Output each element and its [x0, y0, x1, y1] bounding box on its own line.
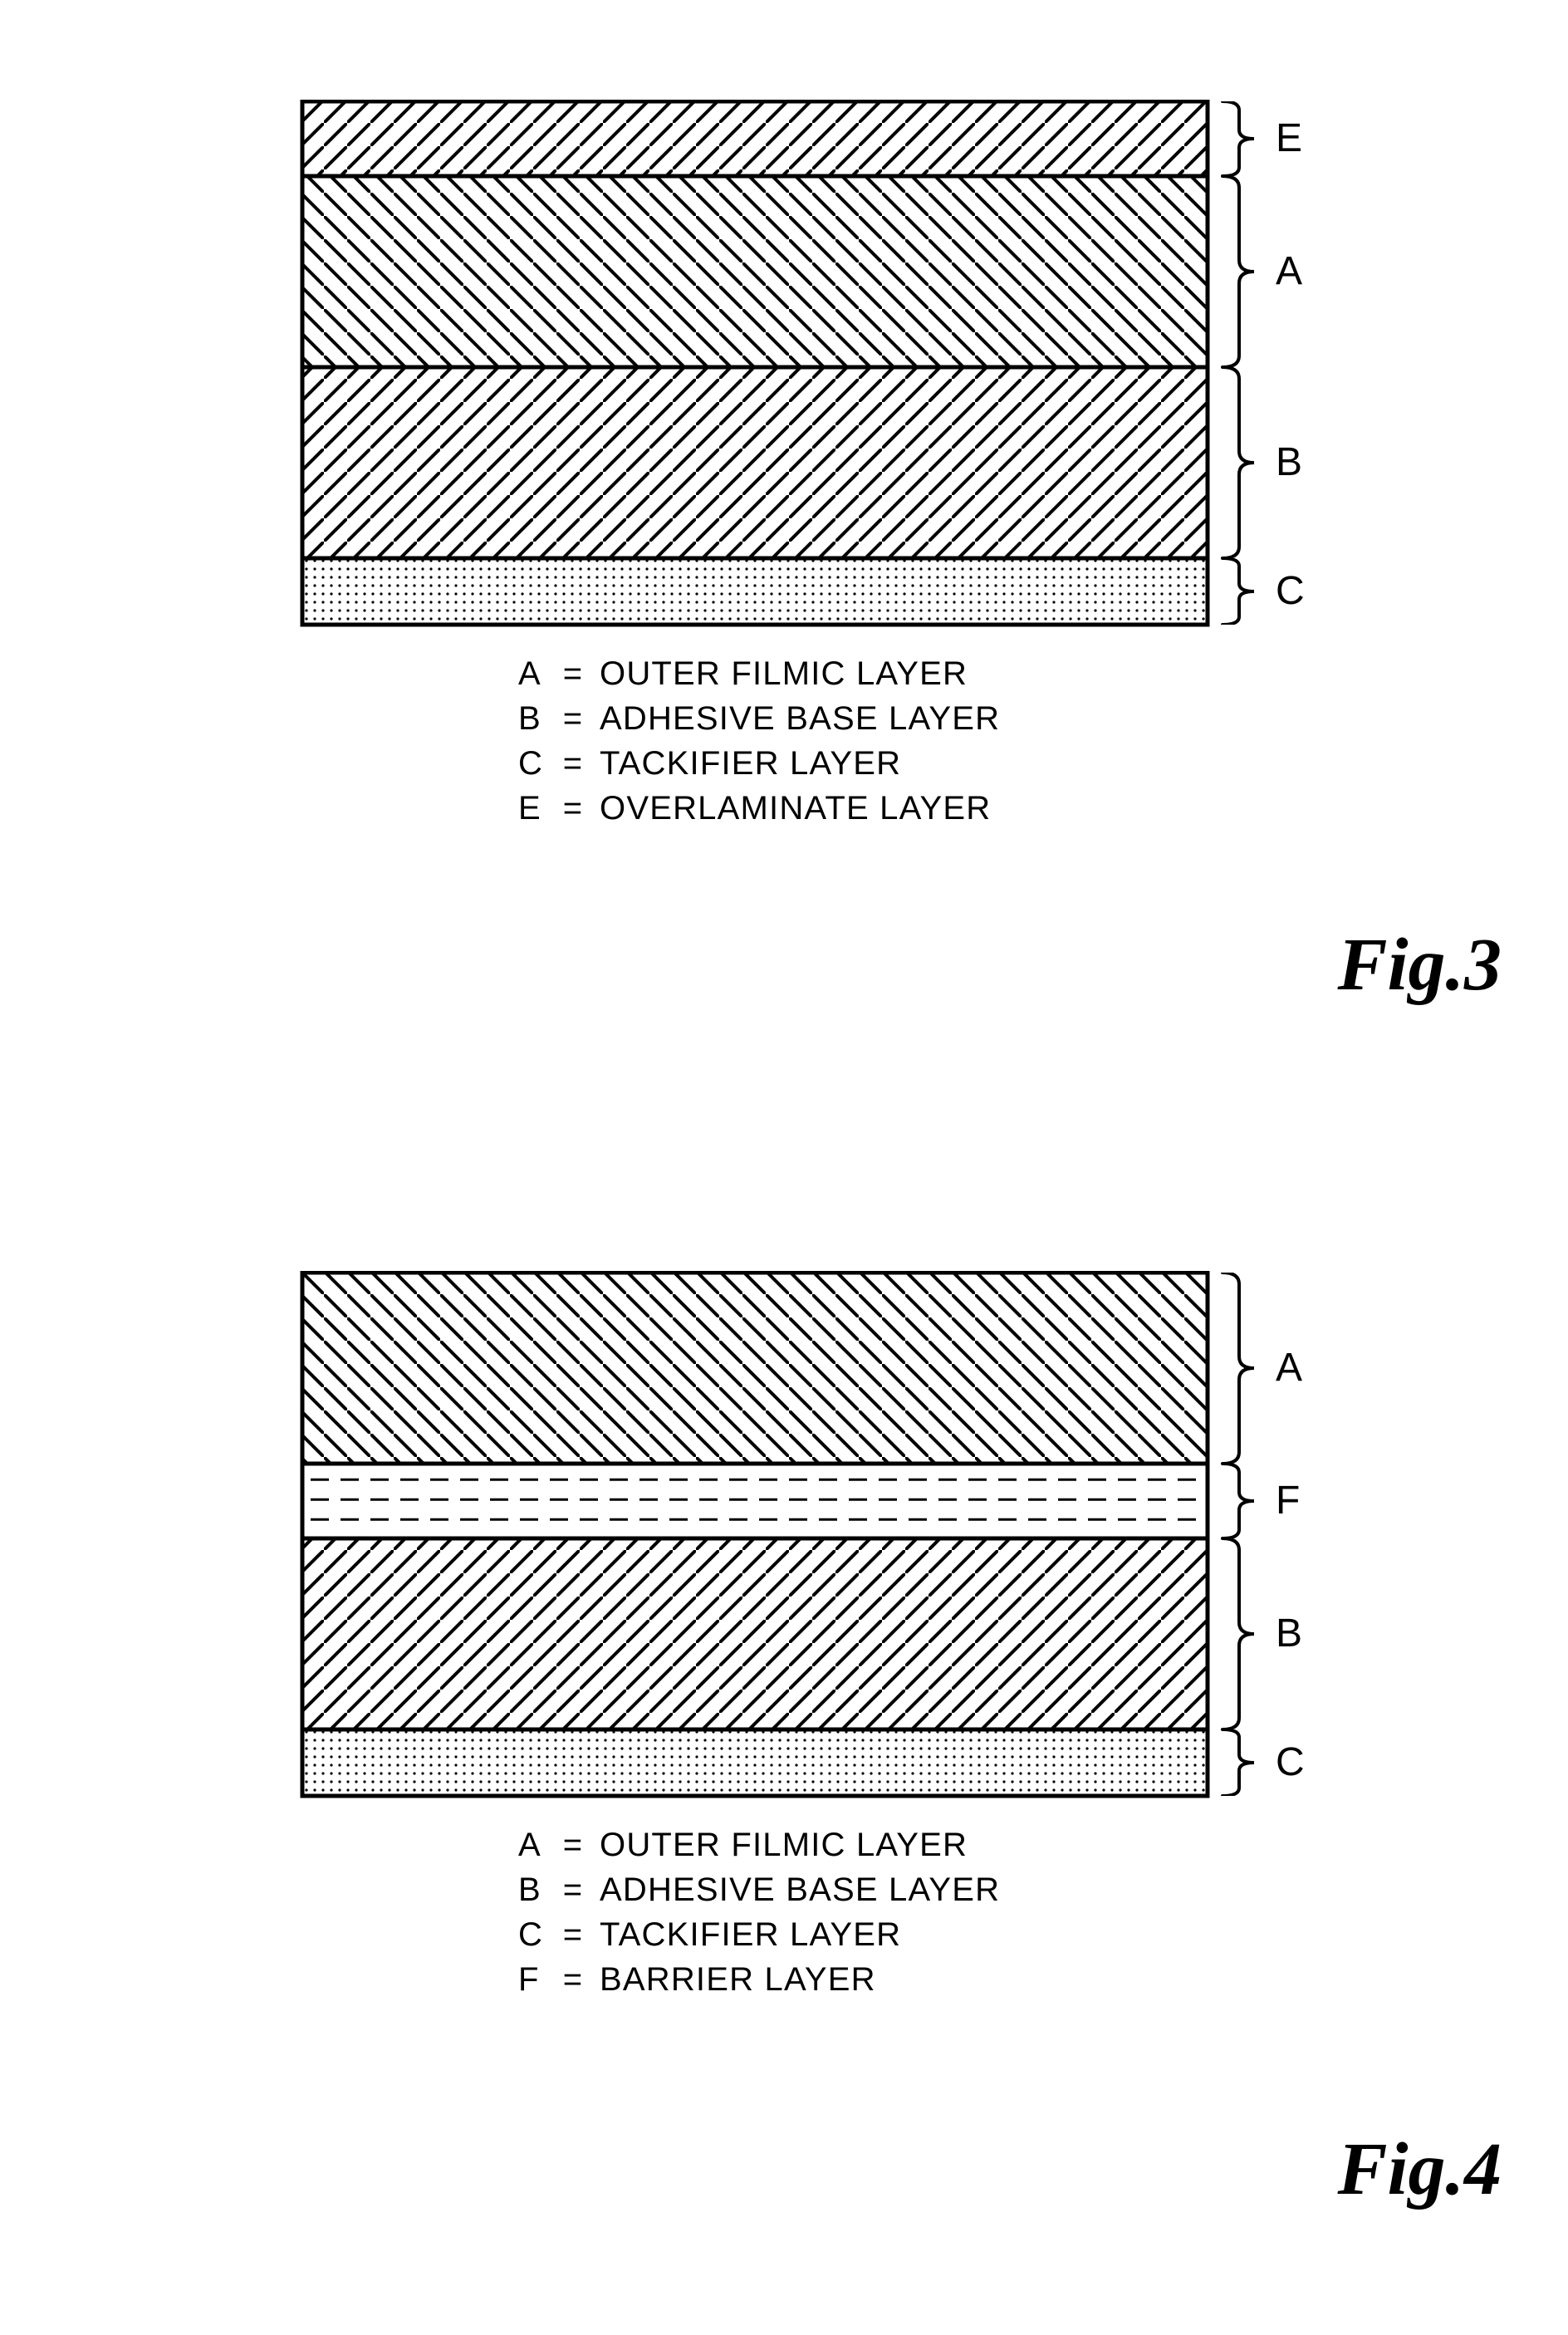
- legend-text: OVERLAMINATE LAYER: [600, 786, 991, 831]
- legend-key: B: [518, 1867, 546, 1912]
- fig3-layer-label-B: B: [1276, 439, 1302, 485]
- fig3-layer-B: [302, 367, 1208, 558]
- legend-key: E: [518, 786, 546, 831]
- fig4-brace-A: [1221, 1273, 1256, 1464]
- legend-key: B: [518, 696, 546, 741]
- fig4-legend-row-A: A = OUTER FILMIC LAYER: [518, 1822, 1407, 1867]
- fig3-layer-label-A: A: [1276, 248, 1302, 294]
- legend-text: BARRIER LAYER: [600, 1957, 876, 2002]
- legend-key: F: [518, 1957, 546, 2002]
- fig4-layer-label-C: C: [1276, 1739, 1305, 1785]
- fig4-layer-F: [302, 1464, 1208, 1538]
- fig3-layer-E: [302, 101, 1208, 176]
- fig3-legend-row-B: B = ADHESIVE BASE LAYER: [518, 696, 1407, 741]
- figure-4-block: AFBCA=OUTER FILMIC LAYERB=ADHESIVE BASE …: [161, 1271, 1407, 2002]
- fig4-brace-C: [1221, 1729, 1256, 1796]
- fig4-legend-row-F: F = BARRIER LAYER: [518, 1957, 1407, 2002]
- legend-key: A: [518, 1822, 546, 1867]
- fig4-diagram: [161, 1271, 1374, 1799]
- fig4-layer-B: [302, 1538, 1208, 1729]
- equals-icon: =: [561, 1822, 585, 1867]
- fig4-legend: A = OUTER FILMIC LAYER B = ADHESIVE BASE LAYE…: [518, 1822, 1407, 2002]
- fig3-layer-A: [302, 176, 1208, 367]
- fig3-layer-C: [302, 558, 1208, 625]
- equals-icon: =: [561, 696, 585, 741]
- equals-icon: =: [561, 651, 585, 696]
- fig3-brace-B: [1221, 367, 1256, 558]
- fig4-layer-A: [302, 1273, 1208, 1464]
- fig4-caption: Fig.4: [1337, 2127, 1502, 2212]
- legend-text: TACKIFIER LAYER: [600, 741, 901, 786]
- fig3-legend-row-A: A = OUTER FILMIC LAYER: [518, 651, 1407, 696]
- fig3-caption: Fig.3: [1337, 922, 1502, 1008]
- legend-text: ADHESIVE BASE LAYER: [600, 1867, 1000, 1912]
- fig4-layer-C: [302, 1729, 1208, 1796]
- equals-icon: =: [561, 1957, 585, 2002]
- fig3-legend-row-C: C = TACKIFIER LAYER: [518, 741, 1407, 786]
- equals-icon: =: [561, 1867, 585, 1912]
- fig4-layer-label-F: F: [1276, 1478, 1300, 1523]
- legend-text: TACKIFIER LAYER: [600, 1912, 901, 1957]
- legend-key: C: [518, 741, 546, 786]
- equals-icon: =: [561, 1912, 585, 1957]
- legend-text: OUTER FILMIC LAYER: [600, 1822, 968, 1867]
- fig3-legend-row-E: E = OVERLAMINATE LAYER: [518, 786, 1407, 831]
- fig3-brace-A: [1221, 176, 1256, 367]
- equals-icon: =: [561, 741, 585, 786]
- fig4-layer-label-B: B: [1276, 1611, 1302, 1656]
- page: EABCA=OUTER FILMIC LAYERB=ADHESIVE BASE …: [0, 0, 1568, 2335]
- fig4-diagram-wrap: A F B C: [161, 1271, 1407, 1799]
- fig3-diagram: [161, 100, 1374, 628]
- legend-text: OUTER FILMIC LAYER: [600, 651, 968, 696]
- equals-icon: =: [561, 786, 585, 831]
- figure-3-block: EABCA=OUTER FILMIC LAYERB=ADHESIVE BASE …: [161, 100, 1407, 831]
- legend-text: ADHESIVE BASE LAYER: [600, 696, 1000, 741]
- fig3-layer-label-C: C: [1276, 568, 1305, 614]
- fig3-brace-E: [1221, 101, 1256, 176]
- fig3-layer-label-E: E: [1276, 115, 1302, 161]
- fig3-diagram-wrap: E A B C: [161, 100, 1407, 628]
- fig4-brace-B: [1221, 1538, 1256, 1729]
- fig3-legend: A = OUTER FILMIC LAYER B = ADHESIVE BASE LAYE…: [518, 651, 1407, 831]
- legend-key: C: [518, 1912, 546, 1957]
- fig3-brace-C: [1221, 558, 1256, 625]
- fig4-legend-row-B: B = ADHESIVE BASE LAYER: [518, 1867, 1407, 1912]
- legend-key: A: [518, 651, 546, 696]
- fig4-brace-F: [1221, 1464, 1256, 1538]
- fig4-layer-label-A: A: [1276, 1345, 1302, 1391]
- fig4-legend-row-C: C = TACKIFIER LAYER: [518, 1912, 1407, 1957]
